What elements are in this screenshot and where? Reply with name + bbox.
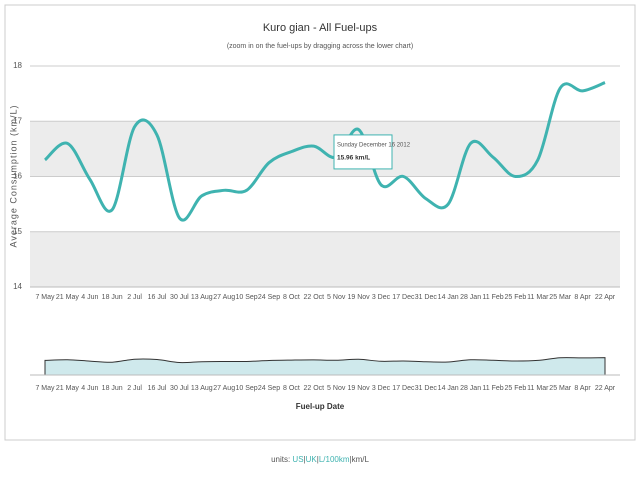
- navigator-tick-label: 3 Dec: [372, 385, 391, 392]
- navigator-tick-label: 24 Sep: [258, 385, 280, 392]
- x-tick-label: 4 Jun: [81, 294, 98, 301]
- tooltip-box: [333, 134, 393, 170]
- x-tick-label: 10 Sep: [236, 294, 258, 301]
- units-separator: |: [316, 455, 319, 464]
- navigator-tick-label: 30 Jul: [170, 385, 189, 392]
- units-separator: |: [349, 455, 352, 464]
- navigator-tick-label: 8 Apr: [574, 385, 591, 392]
- unit-option[interactable]: L/100km: [318, 455, 350, 464]
- x-tick-label: 11 Mar: [527, 294, 549, 301]
- x-tick-label: 8 Oct: [283, 294, 300, 301]
- navigator-tick-label: 13 Aug: [191, 385, 213, 392]
- y-tick-label: 16: [13, 172, 22, 181]
- navigator-area: [44, 357, 606, 376]
- x-tick-label: 18 Jun: [102, 294, 123, 301]
- x-tick-label: 25 Mar: [549, 294, 571, 301]
- y-axis-label: Average Consumption (km/L): [8, 105, 18, 248]
- chart-title: Kuro gian - All Fuel-ups: [263, 22, 378, 34]
- navigator-tick-label: 16 Jul: [148, 385, 167, 392]
- chart: Kuro gian - All Fuel-ups (zoom in on the…: [4, 4, 636, 441]
- x-tick-label: 22 Oct: [303, 294, 324, 301]
- x-tick-label: 8 Apr: [574, 294, 591, 301]
- x-tick-label: 2 Jul: [127, 294, 142, 301]
- x-tick-label: 3 Dec: [372, 294, 391, 301]
- navigator-tick-label: 2 Jul: [127, 385, 142, 392]
- navigator-tick-label: 14 Jan: [438, 385, 459, 392]
- navigator-tick-label: 25 Feb: [505, 385, 527, 392]
- plot-band: [30, 231, 620, 287]
- navigator-tick-label: 7 May: [35, 385, 55, 392]
- navigator-tick-label: 22 Oct: [303, 385, 324, 392]
- x-tick-label: 7 May: [35, 294, 55, 301]
- navigator-tick-label: 17 Dec: [392, 385, 415, 392]
- chart-subtitle: (zoom in on the fuel-ups by dragging acr…: [227, 43, 413, 50]
- tooltip-date: Sunday December 16 2012: [337, 143, 411, 149]
- units-bar: units: US|UK|L/100km|km/L: [0, 455, 640, 464]
- x-tick-label: 13 Aug: [191, 294, 213, 301]
- x-tick-label: 11 Feb: [482, 294, 503, 301]
- x-tick-label: 30 Jul: [170, 294, 189, 301]
- navigator-tick-label: 11 Feb: [482, 385, 503, 392]
- x-tick-label: 28 Jan: [460, 294, 481, 301]
- series-line: [43, 81, 606, 222]
- x-tick-label: 17 Dec: [392, 294, 415, 301]
- navigator-tick-label: 28 Jan: [460, 385, 481, 392]
- navigator-tick-label: 5 Nov: [327, 385, 346, 392]
- navigator-tick-label: 19 Nov: [348, 385, 371, 392]
- y-tick-label: 17: [13, 116, 22, 125]
- x-tick-label: 16 Jul: [148, 294, 167, 301]
- unit-option[interactable]: km/L: [351, 455, 369, 464]
- x-tick-label: 21 May: [56, 294, 79, 301]
- x-tick-label: 25 Feb: [505, 294, 527, 301]
- tooltip-value: 15.96 km/L: [337, 155, 370, 162]
- navigator-tick-label: 21 May: [56, 385, 79, 392]
- x-tick-label: 27 Aug: [213, 294, 235, 301]
- navigator-tick-label: 31 Dec: [415, 385, 438, 392]
- navigator-tick-label: 25 Mar: [549, 385, 571, 392]
- x-tick-label: 5 Nov: [327, 294, 346, 301]
- units-label: units:: [271, 455, 291, 464]
- x-tick-label: 31 Dec: [415, 294, 438, 301]
- x-tick-label: 22 Apr: [595, 294, 616, 301]
- x-tick-label: 19 Nov: [348, 294, 371, 301]
- unit-option[interactable]: US: [292, 455, 304, 464]
- y-tick-label: 18: [13, 61, 22, 70]
- navigator-tick-label: 18 Jun: [102, 385, 123, 392]
- navigator-tick-label: 4 Jun: [81, 385, 98, 392]
- navigator-tick-label: 27 Aug: [213, 385, 235, 392]
- navigator-tick-label: 10 Sep: [236, 385, 258, 392]
- navigator-tick-label: 8 Oct: [283, 385, 300, 392]
- x-tick-label: 14 Jan: [438, 294, 459, 301]
- navigator-tick-label: 22 Apr: [595, 385, 616, 392]
- y-tick-label: 15: [13, 227, 22, 236]
- x-tick-label: 24 Sep: [258, 294, 280, 301]
- navigator-tick-label: 11 Mar: [527, 385, 549, 392]
- unit-option[interactable]: UK: [305, 455, 317, 464]
- units-separator: |: [303, 455, 306, 464]
- y-tick-label: 14: [13, 282, 22, 291]
- x-axis-label: Fuel-up Date: [296, 402, 345, 411]
